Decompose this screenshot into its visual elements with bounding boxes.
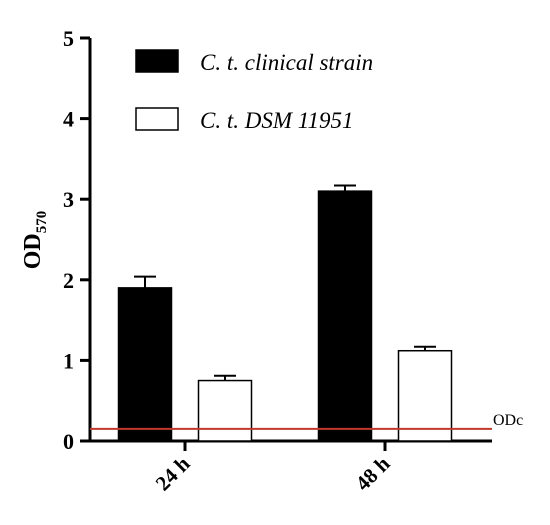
- x-tick-label: 24 h: [151, 451, 195, 495]
- x-ticks: 24 h 48 h: [151, 441, 395, 495]
- reference-line-group: ODc: [90, 412, 523, 430]
- legend: C. t. clinical strain C. t. DSM 11951: [135, 49, 373, 133]
- bar: [117, 287, 173, 442]
- y-axis-title-subscript: 570: [34, 211, 50, 234]
- legend-label: C. t. DSM 11951: [200, 108, 354, 133]
- legend-swatch: [135, 107, 179, 131]
- bar: [197, 379, 253, 442]
- y-ticks: 0 1 2 3 4 5: [63, 26, 90, 454]
- legend-label: C. t. clinical strain: [200, 50, 373, 75]
- y-tick-label: 0: [63, 429, 74, 454]
- y-tick-label: 3: [63, 187, 74, 212]
- y-tick-label: 2: [63, 268, 74, 293]
- x-tick-label: 48 h: [351, 451, 395, 495]
- bar: [317, 190, 373, 442]
- odc-reference-label: ODc: [493, 412, 523, 429]
- bar: [397, 349, 453, 442]
- y-tick-label: 5: [63, 26, 74, 51]
- y-tick-label: 4: [63, 107, 74, 132]
- bars: [117, 184, 453, 442]
- legend-swatch: [135, 49, 179, 73]
- y-tick-label: 1: [63, 348, 74, 373]
- y-axis-title: OD570: [20, 211, 50, 270]
- y-axis-title-main: OD: [20, 233, 46, 269]
